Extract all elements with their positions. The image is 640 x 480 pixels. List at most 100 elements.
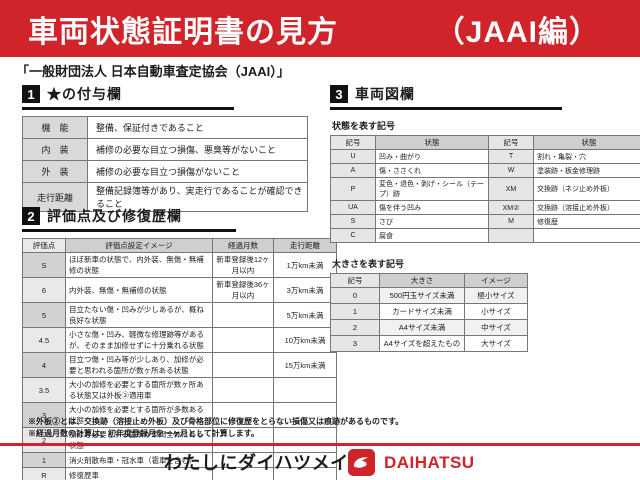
table-row: 3 大小の加修を必要とする箇所が多数ある状態 [22,402,337,428]
status-symbols-label: 状態を表す記号 [332,121,396,131]
section-vehicle-diagram: 3 車両図欄 状態を表す記号 記号 状態 記号 状態 U 凹み・曲がり T 割れ… [330,84,640,352]
status-cell: 変色・退色・剥げ・シール（テープ）跡 [375,177,489,201]
symbol-cell: 1 [330,303,380,320]
column-header: 大きさ [379,273,465,288]
table-row: 1 カードサイズ未満 小サイズ [330,303,528,320]
grade-cell: R [22,467,66,480]
table-row: S さび M 修復歴 [330,214,640,229]
table-row: S ほぼ新車の状態で、内外装、無傷・無補修の状態 新車登録後12ヶ月以内 1万k… [22,252,337,278]
section-star-grant: 1 ★の付与欄 機 能 整備、保証付きであること 内 装 補修の必要な目立つ損傷… [22,84,308,212]
image-cell: 小サイズ [464,303,528,320]
status-cell: 塗装跡・板金修理跡 [533,163,640,178]
table-row: 外 装 補修の必要な目立つ損傷がないこと [22,160,308,183]
symbol-cell: 3 [330,335,380,352]
desc-cell: 大小の加修を必要とする箇所が数ヶ所ある状態又は外板②適用車 [65,377,213,403]
status-cell: 凹み・曲がり [375,149,489,164]
section3-number-badge: 3 [330,85,348,103]
note-line: ※経過月数の計算は、初年度登録月を一ヶ月として計算します。 [28,429,259,439]
mileage-cell [273,377,337,403]
table-header-row: 記号 大きさ イメージ [330,273,528,288]
status-cell: 腐食 [375,228,489,243]
symbol-cell: T [488,149,534,164]
grade-cell: S [22,252,66,278]
symbol-cell: XM② [488,200,534,215]
months-cell: 新車登録後36ヶ月以内 [212,277,274,303]
image-cell: 大サイズ [464,335,528,352]
status-cell: 交換跡（ネジ止め外板） [533,177,640,201]
section3-header: 3 車両図欄 [330,84,562,110]
status-cell: 交換跡（溶接止め外板） [533,200,640,215]
column-header: 記号 [488,135,534,150]
row-label-cell: 機 能 [22,116,88,139]
mileage-cell: 15万km未満 [273,352,337,378]
daihatsu-logo: DAIHATSU [348,449,475,476]
table-row: 4 目立つ傷・凹み等が少しあり、加修が必要と思われる箇所が数ヶ所ある状態 15万… [22,352,337,378]
desc-cell: 目立つ傷・凹み等が少しあり、加修が必要と思われる箇所が数ヶ所ある状態 [65,352,213,378]
column-header: イメージ [464,273,528,288]
status-cell: 傷を伴う凹み [375,200,489,215]
desc-cell: ほぼ新車の状態で、内外装、無傷・無補修の状態 [65,252,213,278]
title-banner: 車両状態証明書の見方 （JAAI編） [0,0,640,57]
desc-cell: 内外装、無傷・無補修の状態 [65,277,213,303]
star-grant-table: 機 能 整備、保証付きであること 内 装 補修の必要な目立つ損傷、悪臭等がないこ… [22,116,308,212]
column-header: 記号 [330,135,376,150]
months-cell: 新車登録後12ヶ月以内 [212,252,274,278]
grade-cell: 1 [22,452,66,468]
column-header: 走行距離 [273,238,337,253]
grade-cell: 4.5 [22,327,66,353]
size-symbols-label: 大きさを表す記号 [332,259,405,269]
note-line: ※外板②とは、交換跡（溶接止め外板）及び骨格部位に修復歴をとらない損傷又は痕跡が… [28,417,404,426]
column-header: 状態 [533,135,640,150]
daihatsu-slogan: わたしにダイハツメイ。 [164,453,367,473]
symbol-cell: C [330,228,376,243]
table-row: 5 目立たない傷・凹みが少しあるが、概ね良好な状態 5万km未満 [22,302,337,328]
grade-cell: 4 [22,352,66,378]
symbol-cell: XM [488,177,534,201]
image-cell: 中サイズ [464,319,528,336]
daihatsu-emblem-icon [348,449,375,476]
row-desc-cell: 補修の必要な目立つ損傷がないこと [87,160,308,183]
daihatsu-wordmark: DAIHATSU [384,452,475,472]
table-row: 4.5 小さな傷・凹み、軽微な修理跡等があるが、そのまま加修せずに十分乗れる状態… [22,327,337,353]
row-label-cell: 内 装 [22,138,88,161]
mileage-cell: 3万km未満 [273,277,337,303]
column-header: 経過月数 [212,238,274,253]
status-cell [533,228,640,243]
symbol-cell [488,228,534,243]
table-row: 0 500円玉サイズ未満 極小サイズ [330,287,528,304]
status-cell: さび [375,214,489,229]
grade-cell: 6 [22,277,66,303]
size-symbol-table: 記号 大きさ イメージ 0 500円玉サイズ未満 極小サイズ 1 カードサイズ未… [330,273,528,352]
table-row: UA 傷を伴う凹み XM② 交換跡（溶接止め外板） [330,200,640,215]
page-title: 車両状態証明書の見方 [28,15,338,49]
section1-number-badge: 1 [22,85,40,103]
mileage-cell [273,467,337,480]
grade-cell: 3.5 [22,377,66,403]
table-row: A 傷・ささくれ W 塗装跡・板金修理跡 [330,163,640,178]
status-cell: 修復歴 [533,214,640,229]
size-cell: カードサイズ未満 [379,303,465,320]
status-cell: 傷・ささくれ [375,163,489,178]
table-header-row: 評価点 評価点設定イメージ 経過月数 走行距離 [22,238,337,253]
image-cell: 極小サイズ [464,287,528,304]
symbol-cell: W [488,163,534,178]
symbol-cell: M [488,214,534,229]
table-row: 3 A4サイズを超えたもの 大サイズ [330,335,528,352]
symbol-cell: A [330,163,376,178]
edition-label: （JAAI編） [434,15,600,49]
size-cell: A4サイズを超えたもの [379,335,465,352]
table-row: C 腐食 [330,228,640,243]
grade-cell: 5 [22,302,66,328]
size-cell: 500円玉サイズ未満 [379,287,465,304]
section-grade-history: 2 評価点及び修復歴欄 評価点 評価点設定イメージ 経過月数 走行距離 S ほぼ… [22,206,337,480]
months-cell [212,327,274,353]
status-symbol-table: 記号 状態 記号 状態 U 凹み・曲がり T 割れ・亀裂・穴 A 傷・ささくれ … [330,135,640,243]
row-label-cell: 外 装 [22,160,88,183]
table-row: 内 装 補修の必要な目立つ損傷、悪臭等がないこと [22,138,308,161]
months-cell [212,377,274,403]
org-subtitle: 「一般財団法人 日本自動車査定協会（JAAI）」 [16,64,290,79]
section2-number-badge: 2 [22,207,40,225]
symbol-cell: 0 [330,287,380,304]
row-desc-cell: 補修の必要な目立つ損傷、悪臭等がないこと [87,138,308,161]
